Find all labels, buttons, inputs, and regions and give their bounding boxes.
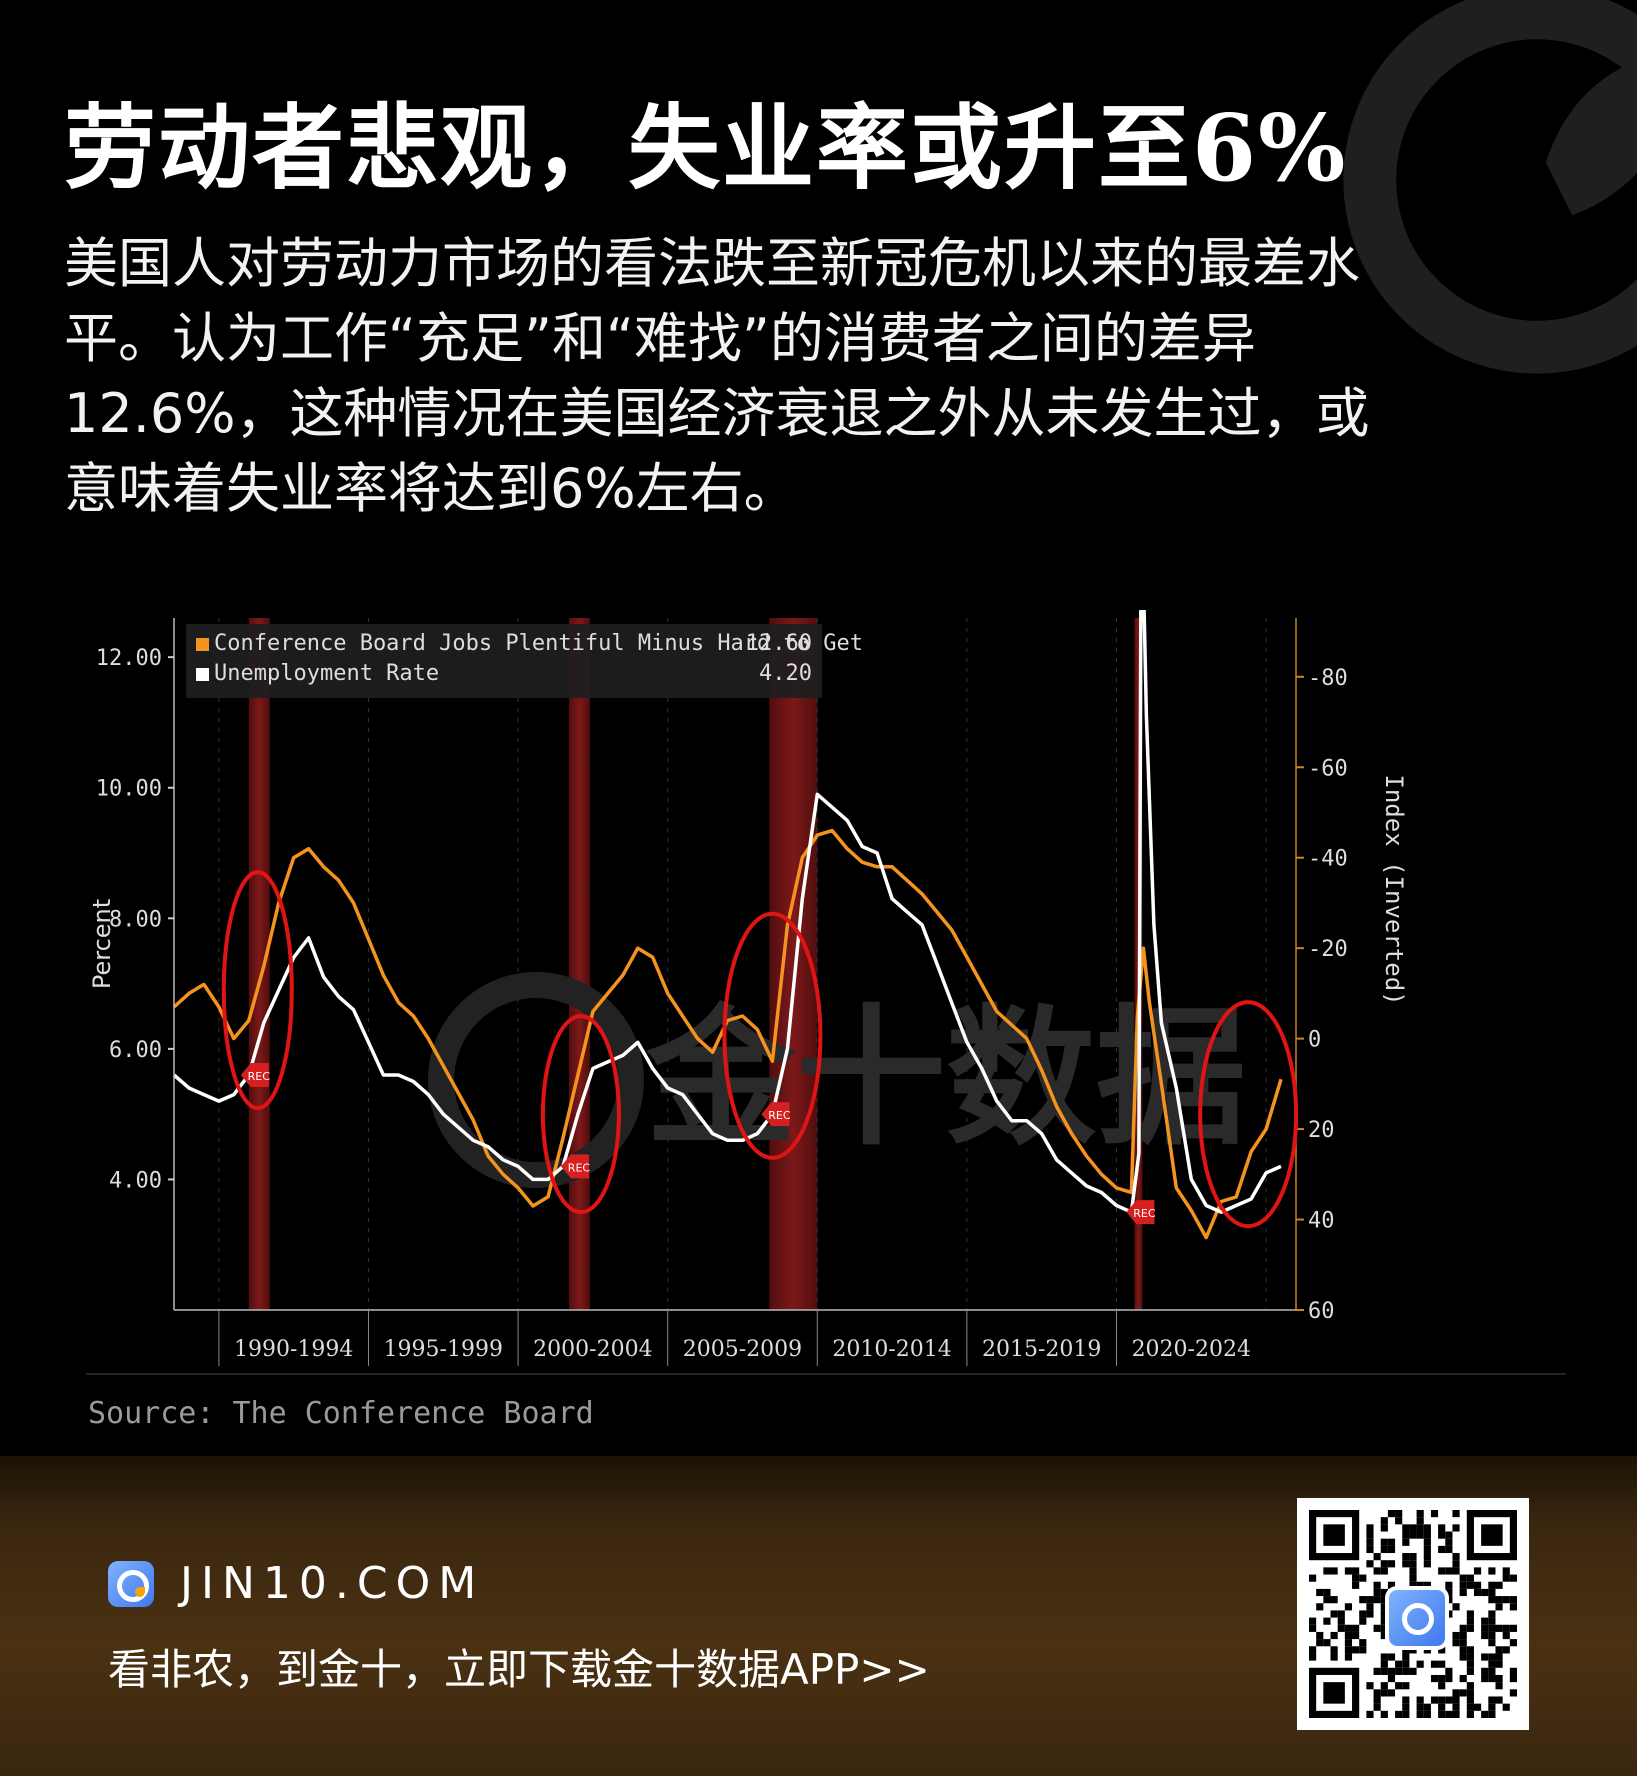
qr-logo-icon [1385,1586,1449,1650]
series-line-0 [172,828,1283,1240]
x-tick-label: 2010-2014 [832,1337,951,1362]
qr-code[interactable] [1297,1498,1529,1730]
y-axis-label: Percent [88,899,116,989]
y-tick-label: 12.00 [96,646,162,671]
y2-tick-label: 20 [1308,1118,1335,1143]
legend-series-name: Unemployment Rate [214,661,439,686]
highlight-circle-0 [221,870,294,1111]
y2-tick-label: 60 [1308,1299,1335,1324]
legend-swatch [196,638,209,651]
highlight-circle-1 [540,1014,621,1215]
y-tick-label: 4.00 [109,1168,162,1193]
y2-tick-label: -80 [1308,666,1348,691]
y2-tick-label: 40 [1308,1209,1335,1234]
x-tick-label: 2020-2024 [1132,1337,1251,1362]
page-subtitle: 美国人对劳动力市场的看法跌至新冠危机以来的最差水平。认为工作“充足”和“难找”的… [64,232,1370,520]
chart-source: Source: The Conference Board [88,1396,594,1431]
y-tick-label: 10.00 [96,777,162,802]
recession-marker-0 [240,1062,269,1087]
recession-marker-label: REC [568,1161,591,1174]
brand-watermark-icon [1343,0,1637,374]
y2-axis-label: Index (Inverted) [1380,774,1408,1005]
x-tick-label: 2000-2004 [533,1337,652,1362]
legend-series-name: Conference Board Jobs Plentiful Minus Ha… [214,631,863,656]
brand-url[interactable]: JIN10.COM [180,1558,485,1609]
y2-tick-label: -60 [1308,756,1348,781]
recession-marker-3 [1126,1200,1155,1225]
y-tick-label: 6.00 [109,1038,162,1063]
x-tick-label: 1995-1999 [384,1337,503,1362]
watermark-logo-icon [428,972,644,1188]
legend-box [186,624,822,698]
chart-container: 金十数据 4.00 6.00 8.00 10.00 12.00 60 40 20 0 -20 -40… [86,610,1566,1450]
legend-series-value: 4.20 [759,661,812,686]
line-chart: 金十数据 4.006.008.0010.0012.006040200-20-40… [86,610,1566,1375]
page-title: 劳动者悲观，失业率或升至6% [64,94,1348,202]
recession-marker-2 [761,1102,790,1127]
download-slogan[interactable]: 看非农，到金十，立即下载金十数据APP>> [108,1645,930,1694]
highlight-circle-2 [722,911,823,1160]
recession-marker-label: REC [248,1070,271,1083]
recession-marker-label: REC [768,1109,791,1122]
recession-band-1 [568,618,590,1310]
brand[interactable]: JIN10.COM [108,1558,484,1609]
legend-series-value: 12.60 [746,631,812,656]
recession-marker-label: REC [1133,1207,1156,1220]
y2-tick-label: 0 [1308,1028,1321,1053]
qr-code-icon [1309,1510,1517,1718]
y2-tick-label: -40 [1308,847,1348,872]
recession-band-0 [248,618,270,1310]
y2-tick-label: -20 [1308,937,1348,962]
recession-marker-1 [560,1154,589,1179]
x-tick-label: 2015-2019 [982,1337,1101,1362]
legend-swatch [196,668,209,681]
highlight-circle-3 [1198,1000,1299,1229]
y-tick-label: 8.00 [109,907,162,932]
x-tick-label: 1990-1994 [234,1337,353,1362]
jin10-logo-icon [108,1560,154,1607]
x-tick-label: 2005-2009 [683,1337,802,1362]
series-line-1 [172,610,1282,1214]
